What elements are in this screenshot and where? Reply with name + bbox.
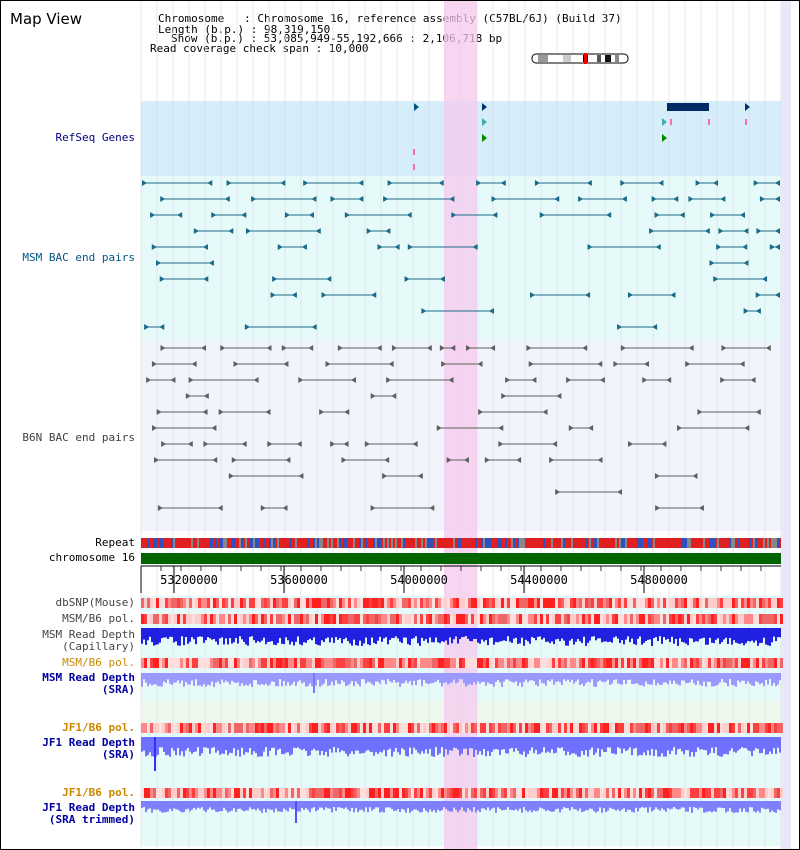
repeat-track bbox=[141, 538, 781, 548]
chromosome-ideogram[interactable] bbox=[531, 53, 629, 64]
page-title: Map View bbox=[10, 10, 83, 28]
track-label-jf1-depth-sra: JF1 Read Depth (SRA) bbox=[42, 736, 135, 761]
coordinate-axis: 53200000 53600000 54000000 54400000 54800000 bbox=[140, 565, 781, 593]
refseq-gene-features[interactable] bbox=[413, 103, 750, 170]
axis-tick-label: 54800000 bbox=[630, 573, 688, 587]
track-label-dbsnp: dbSNP(Mouse) bbox=[55, 596, 135, 609]
track-label-msm-pol: MSM/B6 pol. bbox=[62, 612, 135, 625]
axis-tick-label: 54000000 bbox=[390, 573, 448, 587]
chromosome-bar bbox=[141, 553, 781, 564]
read-depth-tracks bbox=[141, 628, 781, 823]
gene-feature bbox=[708, 119, 710, 125]
track-label-msm-depth-sra: MSM Read Depth (SRA) bbox=[42, 671, 135, 696]
track-label-msm-pol-sra: MSM/B6 pol. bbox=[62, 656, 135, 669]
gene-feature bbox=[662, 134, 667, 142]
track-label-b6n-bac: B6N BAC end pairs bbox=[22, 431, 135, 444]
track-label-jf1-pol: JF1/B6 pol. bbox=[62, 721, 135, 734]
gene-feature bbox=[745, 103, 750, 111]
axis-tick-label: 54400000 bbox=[510, 573, 568, 587]
right-margin bbox=[781, 1, 791, 849]
axis-tick-label: 53200000 bbox=[160, 573, 218, 587]
selected-region-highlight bbox=[444, 1, 477, 849]
gene-feature bbox=[667, 103, 709, 111]
gene-feature bbox=[482, 118, 487, 126]
coverage-span-info: Read coverage check span : 10,000 bbox=[150, 42, 369, 55]
track-label-msm-depth-capillary: MSM Read Depth (Capillary) bbox=[42, 628, 135, 653]
gene-feature bbox=[662, 118, 667, 126]
track-label-repeat: Repeat bbox=[95, 536, 135, 549]
snp-tracks bbox=[141, 598, 783, 798]
gene-feature bbox=[745, 119, 747, 125]
b6n-bac-end-pairs[interactable] bbox=[146, 345, 771, 511]
track-label-jf1-pol-trimmed: JF1/B6 pol. bbox=[62, 786, 135, 799]
gene-feature bbox=[670, 119, 672, 125]
track-label-msm-bac: MSM BAC end pairs bbox=[22, 251, 135, 264]
track-label-chromosome: chromosome 16 bbox=[48, 551, 135, 564]
gene-feature bbox=[482, 103, 487, 111]
gene-feature bbox=[413, 149, 415, 155]
msm-bac-end-pairs[interactable] bbox=[142, 180, 780, 330]
track-label-refseq: RefSeq Genes bbox=[55, 131, 135, 144]
gene-feature bbox=[414, 103, 419, 111]
axis-tick-label: 53600000 bbox=[270, 573, 328, 587]
length-info: Length (b.p.) : 98,319,150 bbox=[158, 23, 331, 36]
gene-feature bbox=[413, 164, 415, 170]
track-label-jf1-depth-trimmed: JF1 Read Depth (SRA trimmed) bbox=[42, 801, 135, 826]
gene-feature bbox=[482, 134, 487, 142]
